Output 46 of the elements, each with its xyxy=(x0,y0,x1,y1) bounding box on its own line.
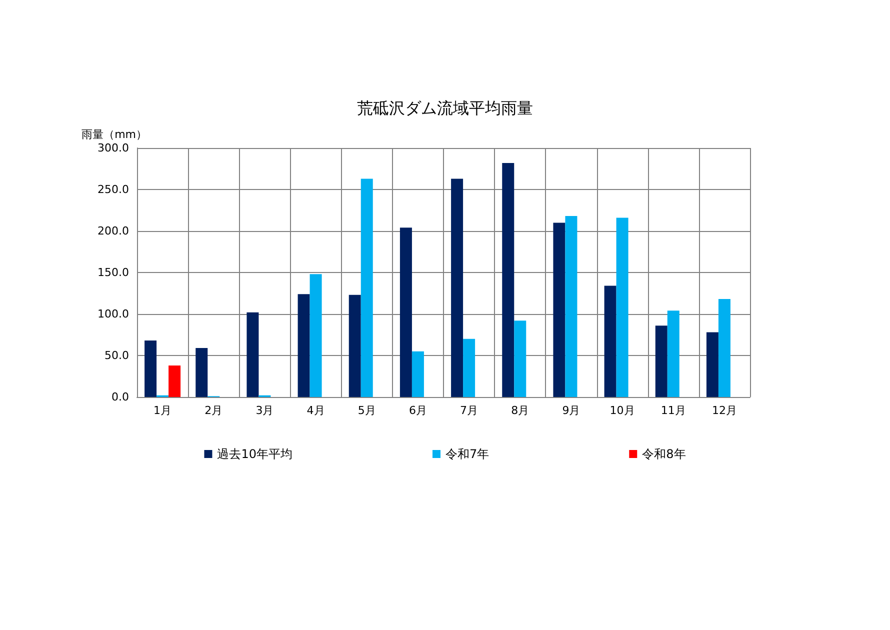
bar xyxy=(451,178,464,397)
bar xyxy=(553,222,566,397)
bar xyxy=(168,365,181,397)
x-tick-label: 5月 xyxy=(358,404,376,417)
legend-label: 令和8年 xyxy=(642,447,686,461)
bar xyxy=(348,294,361,397)
legend-label: 令和7年 xyxy=(446,447,490,461)
x-tick-label: 1月 xyxy=(154,404,172,417)
bar xyxy=(565,216,578,397)
y-tick-label: 100.0 xyxy=(98,308,129,320)
y-tick-label: 300.0 xyxy=(98,142,129,154)
x-tick-label: 3月 xyxy=(256,404,274,417)
bar xyxy=(604,286,616,397)
x-tick-label: 12月 xyxy=(712,404,737,417)
y-tick-label: 150.0 xyxy=(98,266,129,279)
bar xyxy=(360,178,373,397)
bar xyxy=(718,299,730,397)
x-tick-label: 11月 xyxy=(660,404,686,417)
y-tick-label: 50.0 xyxy=(104,349,129,362)
bar xyxy=(196,348,208,397)
bar xyxy=(310,274,322,397)
x-tick-label: 2月 xyxy=(204,404,223,417)
bar xyxy=(616,218,628,397)
x-tick-label: 7月 xyxy=(460,404,478,417)
bar xyxy=(298,294,310,397)
bar xyxy=(667,310,680,397)
x-tick-label: 8月 xyxy=(511,404,530,417)
bar xyxy=(400,228,412,397)
x-tick-label: 6月 xyxy=(408,404,427,417)
bar xyxy=(246,312,259,397)
x-tick-label: 9月 xyxy=(562,404,580,417)
bar xyxy=(144,340,157,397)
y-tick-label: 0.0 xyxy=(112,390,129,404)
bar xyxy=(412,351,424,397)
bar xyxy=(514,320,526,397)
y-axis-title: 雨量（mm） xyxy=(82,128,147,141)
x-tick-label: 10月 xyxy=(610,404,635,417)
bar xyxy=(502,162,514,397)
y-tick-label: 250.0 xyxy=(98,183,129,196)
x-tick-label: 4月 xyxy=(306,404,325,417)
bar xyxy=(463,338,476,397)
y-tick-label: 200.0 xyxy=(98,224,129,238)
chart-title: 荒砥沢ダム流域平均雨量 xyxy=(357,98,533,118)
bar xyxy=(706,332,718,397)
legend-label: 過去10年平均 xyxy=(217,447,293,461)
bar xyxy=(655,326,668,397)
